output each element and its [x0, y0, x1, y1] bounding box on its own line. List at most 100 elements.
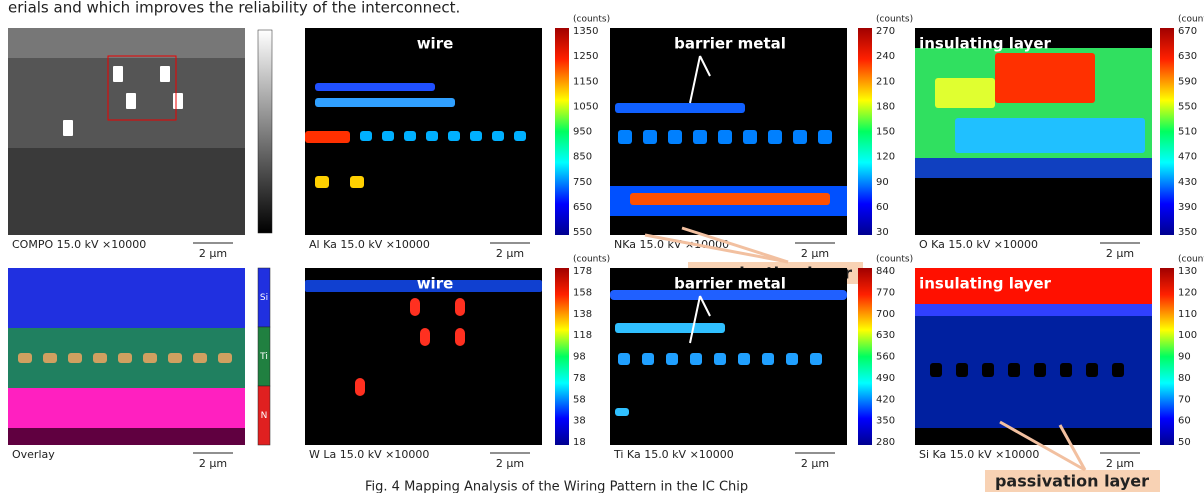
map-feature: [173, 93, 183, 109]
annotation: barrier metal: [674, 275, 786, 293]
map-feature: [668, 130, 682, 144]
map-feature: [714, 353, 726, 365]
map-feature: [786, 353, 798, 365]
map-feature: [315, 83, 435, 91]
colorbar-tick-label: 30: [876, 227, 889, 238]
colorbar-tick-label: 430: [1178, 177, 1197, 188]
colorbar-tick-label: 70: [1178, 394, 1191, 405]
map-feature: [168, 353, 182, 363]
colorbar-tick-label: 150: [876, 127, 895, 138]
annotation: passivation layer: [995, 472, 1149, 491]
colorbar-tick-label: 1150: [573, 76, 598, 87]
colorbar: [1160, 28, 1174, 235]
map-feature: [915, 428, 1152, 445]
colorbar-tick-label: 58: [573, 394, 586, 405]
colorbar-tick-label: 130: [1178, 266, 1197, 277]
panel-label: Al Ka 15.0 kV ×10000: [309, 238, 430, 251]
map-feature: [915, 268, 1152, 304]
map-feature: [305, 280, 542, 292]
colorbar-tick-label: 490: [876, 373, 895, 384]
map-feature: [810, 353, 822, 365]
colorbar-unit: (counts): [1178, 255, 1204, 265]
colorbar-tick-label: 560: [876, 352, 895, 363]
map-feature: [118, 353, 132, 363]
colorbar-tick-label: 1350: [573, 26, 598, 37]
colorbar-tick-label: 350: [876, 416, 895, 427]
colorbar-tick-label: 650: [573, 202, 592, 213]
panel-label: Ti Ka 15.0 kV ×10000: [613, 448, 734, 461]
overlay-legend-label: Ti: [259, 352, 268, 362]
colorbar-tick-label: 770: [876, 287, 895, 298]
panel-label: Overlay: [12, 448, 55, 461]
map-feature: [956, 363, 968, 377]
colorbar-unit: (counts): [1178, 15, 1204, 25]
map-feature: [1060, 363, 1072, 377]
map-feature: [693, 130, 707, 144]
map-feature: [143, 353, 157, 363]
map-feature: [315, 98, 455, 107]
colorbar-tick-label: 60: [876, 202, 889, 213]
scale-bar-label: 2 μm: [801, 457, 829, 470]
colorbar-tick-label: 1050: [573, 101, 598, 112]
map-feature: [160, 66, 170, 82]
map-feature: [955, 118, 1145, 153]
annotation-arrow: [699, 295, 711, 317]
overlay-legend-label: N: [261, 411, 268, 421]
map-feature: [642, 353, 654, 365]
colorbar-unit: (counts): [876, 15, 913, 25]
map-feature: [738, 353, 750, 365]
map-feature: [514, 131, 526, 141]
map-feature: [470, 131, 482, 141]
panel-label: W La 15.0 kV ×10000: [309, 448, 429, 461]
colorbar-tick-label: 80: [1178, 373, 1191, 384]
map-feature: [360, 131, 372, 141]
map-feature: [930, 363, 942, 377]
map-feature: [1034, 363, 1046, 377]
map-feature: [915, 158, 1152, 178]
caption: Fig. 4 Mapping Analysis of the Wiring Pa…: [365, 480, 748, 493]
colorbar-tick-label: 850: [573, 152, 592, 163]
annotation: insulating layer: [919, 275, 1051, 293]
intro-text: erials and which improves the reliabilit…: [8, 0, 460, 17]
colorbar-tick-label: 950: [573, 127, 592, 138]
map-feature: [8, 388, 245, 428]
map-feature: [618, 130, 632, 144]
colorbar-tick-label: 420: [876, 394, 895, 405]
colorbar-tick-label: 630: [876, 330, 895, 341]
map-feature: [455, 298, 465, 316]
panel-label: NKa 15.0 kV ×10000: [614, 238, 729, 251]
colorbar-tick-label: 120: [1178, 287, 1197, 298]
colorbar-tick-label: 50: [1178, 437, 1191, 448]
map-feature: [610, 290, 847, 300]
map-feature: [762, 353, 774, 365]
map-feature: [68, 353, 82, 363]
scale-bar-label: 2 μm: [199, 247, 227, 260]
map-feature: [382, 131, 394, 141]
annotation-arrow: [1058, 424, 1087, 471]
panel-label: O Ka 15.0 kV ×10000: [919, 238, 1038, 251]
colorbar-tick-label: 158: [573, 287, 592, 298]
colorbar-tick-label: 38: [573, 416, 586, 427]
colorbar-unit: (counts): [573, 15, 610, 25]
colorbar-unit: (counts): [876, 255, 913, 265]
map-feature: [350, 176, 364, 188]
map-feature: [1112, 363, 1124, 377]
scale-bar-label: 2 μm: [801, 247, 829, 260]
annotation-arrow: [681, 226, 789, 264]
colorbar-tick-label: 90: [876, 177, 889, 188]
map-feature: [107, 55, 177, 121]
map-feature: [690, 353, 702, 365]
map-feature: [630, 193, 830, 205]
annotation-arrow: [689, 295, 701, 344]
panel-label: Si Ka 15.0 kV ×10000: [919, 448, 1039, 461]
greyscale-bar: [257, 29, 273, 234]
map-feature: [743, 130, 757, 144]
map-feature: [18, 353, 32, 363]
overlay-legend-swatch: [257, 385, 271, 446]
annotation: wire: [417, 275, 454, 293]
colorbar-tick-label: 670: [1178, 26, 1197, 37]
map-feature: [935, 78, 995, 108]
map-feature: [615, 408, 629, 416]
map-feature: [8, 28, 245, 58]
map-feature: [43, 353, 57, 363]
